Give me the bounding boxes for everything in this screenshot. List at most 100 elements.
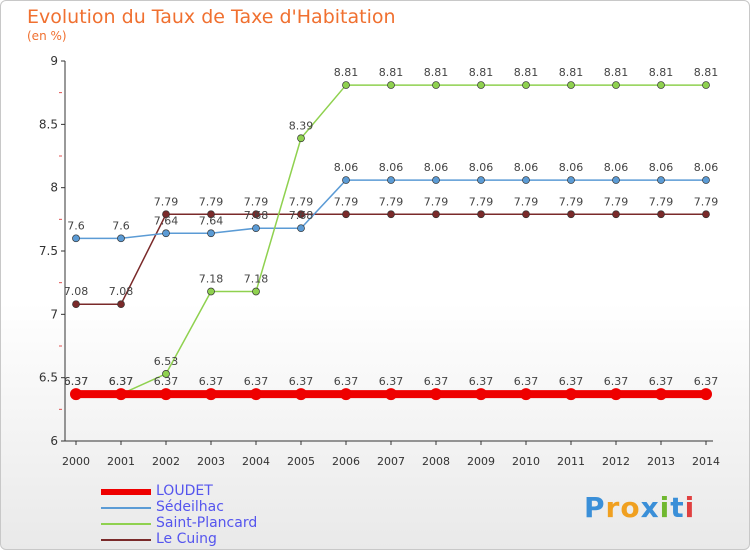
data-point <box>162 210 170 219</box>
data-label: 7.6 <box>112 219 130 232</box>
data-point <box>655 388 667 401</box>
legend-label: Saint-Plancard <box>156 515 258 531</box>
x-tick-label: 2002 <box>152 455 180 468</box>
data-point <box>297 134 305 143</box>
x-tick-label: 2013 <box>647 455 675 468</box>
data-label: 8.06 <box>649 161 674 174</box>
data-label: 6.37 <box>604 375 629 388</box>
data-point <box>207 229 215 238</box>
data-label: 7.79 <box>379 195 404 208</box>
logo-letter: x <box>640 491 660 524</box>
data-label: 7.79 <box>424 195 449 208</box>
data-label: 6.37 <box>64 375 89 388</box>
data-point <box>342 81 350 89</box>
data-point <box>612 210 620 219</box>
x-tick-label: 2011 <box>557 455 585 468</box>
data-label: 8.06 <box>694 161 719 174</box>
data-label: 8.06 <box>559 161 584 174</box>
data-label: 7.79 <box>514 195 539 208</box>
legend-label: LOUDET <box>156 483 213 499</box>
series-line <box>76 84 706 395</box>
data-point <box>477 81 485 89</box>
data-label: 6.37 <box>154 375 179 388</box>
data-label: 7.64 <box>199 214 224 227</box>
data-point <box>657 210 665 219</box>
data-label: 8.06 <box>514 161 539 174</box>
y-tick-label: 7.5 <box>39 244 58 258</box>
data-point <box>297 224 305 233</box>
data-point <box>340 388 352 401</box>
legend-item-le-cuing: Le Cuing <box>101 531 361 548</box>
legend-item-sedeilhac: Sédeilhac <box>101 499 361 516</box>
logo-letter: i <box>659 491 671 524</box>
series-line <box>76 179 706 240</box>
data-label: 7.79 <box>559 195 584 208</box>
legend-item-saint-plancard: Saint-Plancard <box>101 515 361 532</box>
data-point <box>250 388 262 401</box>
data-label: 7.79 <box>469 195 494 208</box>
legend-swatch <box>101 539 151 541</box>
data-point <box>385 388 397 401</box>
x-tick-label: 2010 <box>512 455 540 468</box>
data-label: 6.37 <box>649 375 674 388</box>
x-tick-label: 2003 <box>197 455 225 468</box>
data-label: 7.79 <box>154 195 179 208</box>
data-point <box>252 210 260 219</box>
data-label: 7.64 <box>154 214 179 227</box>
y-tick-label: 8 <box>50 181 58 195</box>
legend-item-loudet: LOUDET <box>101 483 361 500</box>
data-point <box>702 210 710 219</box>
data-point <box>297 210 305 219</box>
legend-swatch <box>101 523 151 525</box>
data-label: 8.81 <box>694 66 719 79</box>
data-point <box>567 176 575 184</box>
data-label: 8.06 <box>424 161 449 174</box>
y-tick-label: 6.5 <box>39 371 58 385</box>
data-point <box>522 210 530 219</box>
data-point <box>702 81 710 89</box>
data-point <box>70 388 82 401</box>
x-tick-label: 2000 <box>62 455 90 468</box>
data-label: 6.37 <box>109 375 134 388</box>
data-point <box>207 210 215 219</box>
data-point <box>342 210 350 219</box>
data-point <box>475 388 487 401</box>
data-label: 7.79 <box>649 195 674 208</box>
data-point <box>252 287 260 296</box>
data-label: 8.06 <box>379 161 404 174</box>
data-point <box>657 176 665 184</box>
logo-letter: P <box>584 491 606 524</box>
x-tick-label: 2001 <box>107 455 135 468</box>
data-point <box>430 388 442 401</box>
data-point <box>522 81 530 89</box>
logo-letter: i <box>684 491 696 524</box>
data-label: 6.37 <box>514 375 539 388</box>
data-point <box>567 81 575 89</box>
data-point <box>522 176 530 184</box>
x-tick-label: 2005 <box>287 455 315 468</box>
data-label: 8.81 <box>469 66 494 79</box>
data-point <box>72 234 80 243</box>
data-label: 7.08 <box>64 285 89 298</box>
data-point <box>72 300 80 309</box>
data-label: 6.53 <box>154 355 179 368</box>
data-label: 7.6 <box>67 219 85 232</box>
data-label: 8.81 <box>379 66 404 79</box>
y-tick-label: 9 <box>50 54 58 68</box>
legend-label: Sédeilhac <box>156 499 224 515</box>
data-label: 7.79 <box>334 195 359 208</box>
logo-letter: t <box>670 491 685 524</box>
data-label: 6.37 <box>109 375 134 388</box>
legend-swatch <box>101 489 151 495</box>
data-point <box>612 81 620 89</box>
y-tick-label: 7 <box>50 307 58 321</box>
x-tick-label: 2008 <box>422 455 450 468</box>
data-point <box>295 388 307 401</box>
data-point <box>205 388 217 401</box>
data-label: 6.37 <box>334 375 359 388</box>
chart-title: Evolution du Taux de Taxe d'Habitation <box>27 6 396 28</box>
data-point <box>342 176 350 184</box>
data-point <box>252 224 260 233</box>
data-label: 6.37 <box>424 375 449 388</box>
data-point <box>162 370 170 378</box>
